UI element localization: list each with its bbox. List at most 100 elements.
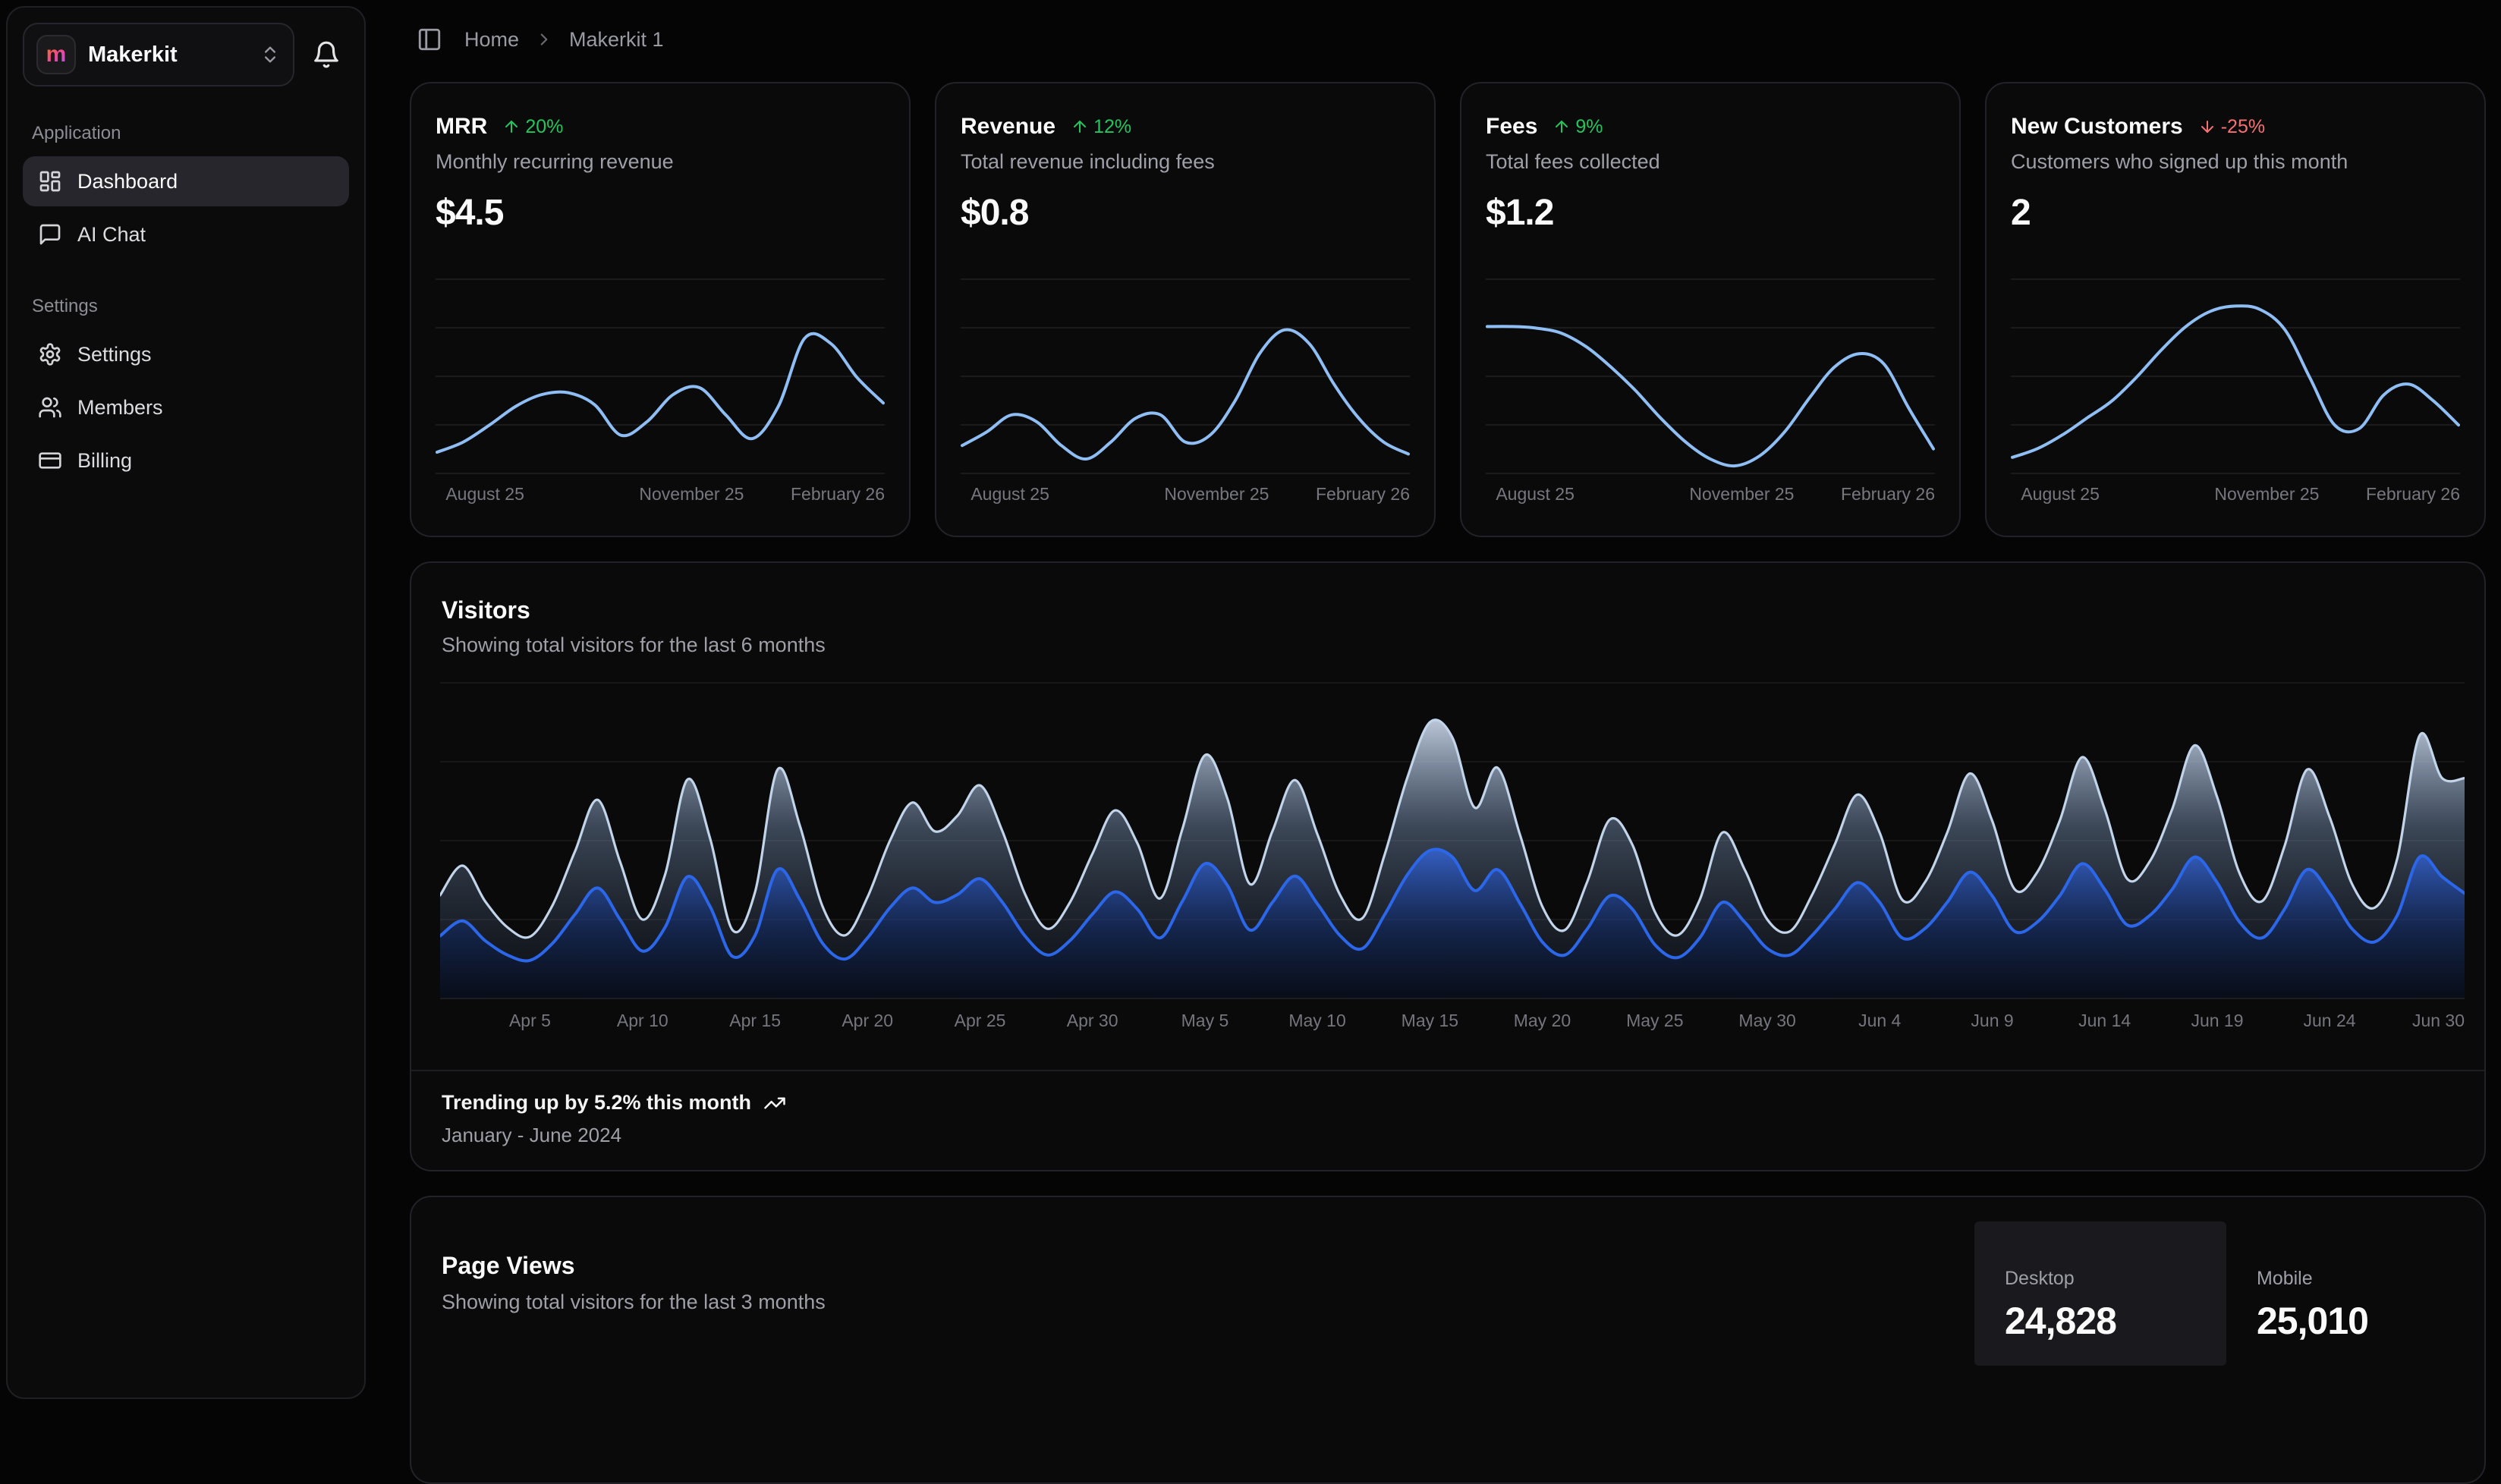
axis-tick-label: February 26 [1315,484,1410,504]
stat-card-new-customers: New Customers -25% Customers who signed up… [1985,82,2486,537]
trend-value: 20% [525,115,564,137]
axis-tick-label: February 26 [790,484,885,504]
axis-tick-label: Apr 15 [729,1011,782,1030]
axis-tick-label: August 25 [971,484,1049,504]
page-views-header: Page Views Showing total visitors for th… [411,1197,856,1482]
axis-tick-label: Jun 30 [2411,1011,2465,1030]
users-icon [38,395,62,420]
pageviews-toggle-label: Mobile [2257,1267,2313,1289]
gear-icon [38,342,62,366]
chevrons-up-down-icon [260,44,281,65]
sparkline-x-axis: August 25 November 25 February 26 [1486,481,1935,508]
sidebar-toggle-button[interactable] [410,20,449,59]
axis-tick-label: February 26 [2365,484,2460,504]
axis-tick-label: Apr 20 [842,1011,894,1030]
visitors-title: Visitors [442,596,530,624]
sparkline-svg [436,278,885,474]
trend-badge: 12% [1071,116,1131,138]
org-logo: m [36,35,76,74]
axis-tick-label: May 20 [1513,1011,1571,1030]
arrow-up-icon [1553,118,1571,136]
stat-card-header: Revenue 12% [961,114,1410,140]
axis-tick-label: Apr 10 [616,1011,669,1030]
breadcrumb-home[interactable]: Home [464,27,520,51]
stat-card-header: Fees 9% [1486,114,1935,140]
message-square-icon [38,222,62,247]
sidebar-nav: Application Dashboard AI Chat Settings Setti… [23,123,349,486]
pageviews-toggle-value: 24,828 [2005,1299,2117,1342]
sparkline-chart: August 25 November 25 February 26 [1486,278,1935,508]
axis-tick-label: February 26 [1840,484,1935,504]
stat-card-subtitle: Total fees collected [1486,150,1660,173]
axis-tick-label: November 25 [2214,484,2320,504]
stat-card-title: Revenue [961,114,1056,139]
org-name: Makerkit [88,42,178,67]
axis-tick-label: May 25 [1626,1011,1684,1030]
sidebar-item-ai-chat[interactable]: AI Chat [23,209,349,259]
layout-dashboard-icon [38,169,62,193]
axis-tick-label: Jun 4 [1858,1011,1902,1030]
trending-up-icon [763,1092,786,1115]
panel-left-icon [417,27,442,52]
arrow-up-icon [1071,118,1089,136]
stat-card-value: $1.2 [1486,193,1554,233]
arrow-down-icon [2198,118,2216,136]
notifications-button[interactable] [304,32,349,77]
page-views-card: Page Views Showing total visitors for th… [410,1196,2486,1484]
sparkline-x-axis: August 25 November 25 February 26 [961,481,1410,508]
sidebar-item-label: Settings [77,342,152,366]
pageviews-toggle-desktop[interactable]: Desktop 24,828 [1974,1221,2226,1366]
sparkline-svg [2011,278,2460,474]
stat-card-title: Fees [1486,114,1538,139]
axis-tick-label: November 25 [1164,484,1269,504]
stat-cards-row: MRR 20% Monthly recurring revenue $4.5 Augus… [410,82,2486,537]
visitors-subtitle: Showing total visitors for the last 6 mo… [442,634,826,656]
stat-card-title: MRR [436,114,488,139]
org-switcher[interactable]: m Makerkit [23,23,294,86]
sparkline-chart: August 25 November 25 February 26 [961,278,1410,508]
page-views-toggles: Desktop 24,828 Mobile 25,010 [1974,1221,2478,1482]
org-logo-letter: m [46,42,67,67]
axis-tick-label: August 25 [2021,484,2100,504]
nav-section-label: Settings [32,296,98,316]
nav-section-label: Application [32,123,121,143]
sparkline-x-axis: August 25 November 25 February 26 [436,481,885,508]
page-views-subtitle: Showing total visitors for the last 3 mo… [442,1291,826,1313]
sidebar-item-members[interactable]: Members [23,382,349,432]
trend-badge: 9% [1553,116,1603,138]
visitors-header: Visitors Showing total visitors for the … [411,563,2484,672]
stat-card-subtitle: Customers who signed up this month [2011,150,2348,173]
breadcrumb-current: Makerkit 1 [569,27,664,51]
bell-icon [312,40,341,69]
stat-card-subtitle: Monthly recurring revenue [436,150,674,173]
sparkline-chart: August 25 November 25 February 26 [436,278,885,508]
sidebar-item-settings[interactable]: Settings [23,329,349,379]
visitors-x-axis: Apr 5 Apr 10 Apr 15 Apr 20 Apr 25 Apr 30 May 5… [440,1003,2465,1036]
axis-tick-label: May 15 [1401,1011,1459,1030]
pageviews-toggle-value: 25,010 [2257,1299,2369,1342]
main-content: Home Makerkit 1 MRR 20% Monthly recurring … [372,0,2501,1484]
axis-tick-label: Jun 24 [2303,1011,2356,1030]
axis-tick-label: Jun 9 [1971,1011,2014,1030]
pageviews-toggle-mobile[interactable]: Mobile 25,010 [2226,1221,2478,1366]
stat-card-value: $0.8 [961,193,1029,233]
trend-value: -25% [2220,115,2266,137]
credit-card-icon [38,448,62,473]
trend-value: 9% [1575,115,1603,137]
visitors-footer-trend-text: Trending up by 5.2% this month [442,1091,752,1114]
sidebar-item-label: Dashboard [77,169,178,193]
stat-card-subtitle: Total revenue including fees [961,150,1215,173]
visitors-footer: Trending up by 5.2% this month January -… [411,1070,2484,1170]
axis-tick-label: Apr 25 [954,1011,1006,1030]
sidebar-item-label: Members [77,395,163,419]
axis-tick-label: May 5 [1181,1011,1229,1030]
axis-tick-label: Apr 30 [1066,1011,1118,1030]
sidebar-item-billing[interactable]: Billing [23,435,349,486]
stat-card-header: New Customers -25% [2011,114,2460,140]
sidebar-item-dashboard[interactable]: Dashboard [23,156,349,206]
sparkline-svg [961,278,1410,474]
visitors-area-chart[interactable] [440,681,2465,1000]
sidebar-header: m Makerkit [23,23,349,86]
sparkline-x-axis: August 25 November 25 February 26 [2011,481,2460,508]
axis-tick-label: May 10 [1288,1011,1346,1030]
